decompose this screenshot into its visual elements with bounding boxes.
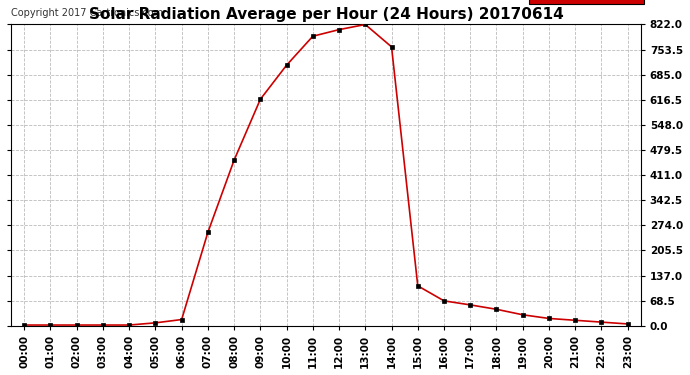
Text: Copyright 2017 Cartronics.com: Copyright 2017 Cartronics.com	[11, 9, 164, 18]
Title: Solar Radiation Average per Hour (24 Hours) 20170614: Solar Radiation Average per Hour (24 Hou…	[88, 7, 563, 22]
